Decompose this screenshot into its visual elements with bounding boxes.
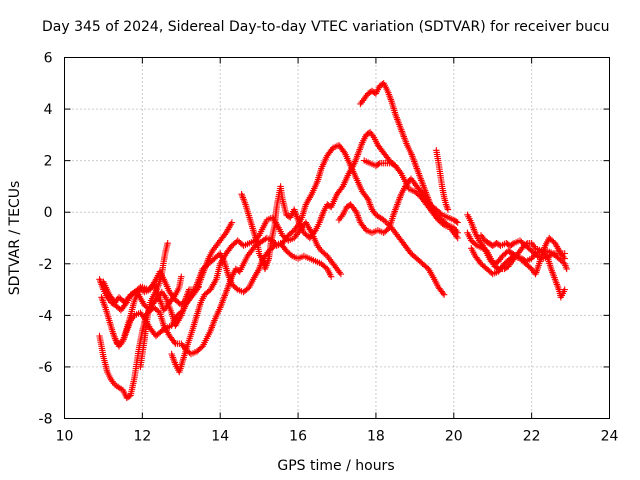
x-tick-label: 18: [367, 429, 385, 445]
x-tick-labels: 10 12 14 16 18 20 22 24: [56, 429, 619, 445]
plus-markers: [111, 273, 185, 350]
axis-ticks: [64, 57, 610, 419]
plus-markers: [477, 232, 568, 262]
x-axis-label: GPS time / hours: [277, 458, 394, 474]
y-tick-label: 4: [44, 102, 53, 118]
plus-markers: [137, 240, 171, 371]
series-trace-15: [468, 234, 568, 278]
x-tick-label: 20: [445, 429, 463, 445]
series-trace-10: [335, 175, 461, 236]
y-tick-label: 0: [44, 205, 53, 221]
series-trace-12: [433, 147, 452, 213]
chart-title: Day 345 of 2024, Sidereal Day-to-day VTE…: [42, 19, 610, 35]
plus-markers: [433, 147, 452, 213]
plot-frame: [64, 57, 610, 419]
y-tick-label: 6: [44, 51, 53, 67]
series-trace-16: [477, 232, 568, 262]
series-trace-5: [111, 273, 185, 350]
data-series: [96, 80, 570, 402]
plus-markers: [468, 234, 568, 278]
plus-markers: [335, 175, 461, 236]
series-trace-8: [238, 129, 461, 273]
y-axis-label: SDTVAR / TECUs: [7, 181, 23, 296]
x-tick-label: 12: [133, 429, 151, 445]
y-tick-label: -2: [39, 257, 53, 273]
x-tick-label: 10: [56, 429, 74, 445]
y-tick-labels: -8 -6 -4 -2 0 2 4 6: [39, 51, 53, 428]
x-tick-label: 24: [601, 429, 619, 445]
grid-lines: [64, 57, 610, 419]
y-tick-label: -6: [39, 360, 53, 376]
plus-markers: [238, 129, 461, 273]
plus-markers: [464, 229, 570, 273]
series-trace-14: [464, 229, 570, 273]
plus-markers: [361, 157, 399, 169]
x-tick-label: 22: [523, 429, 541, 445]
x-tick-label: 16: [289, 429, 307, 445]
series-trace-11: [361, 157, 399, 169]
x-tick-label: 14: [211, 429, 229, 445]
y-tick-label: -8: [39, 412, 53, 428]
series-trace-6: [137, 240, 171, 371]
y-tick-label: -4: [39, 308, 53, 324]
y-tick-label: 2: [44, 154, 53, 170]
